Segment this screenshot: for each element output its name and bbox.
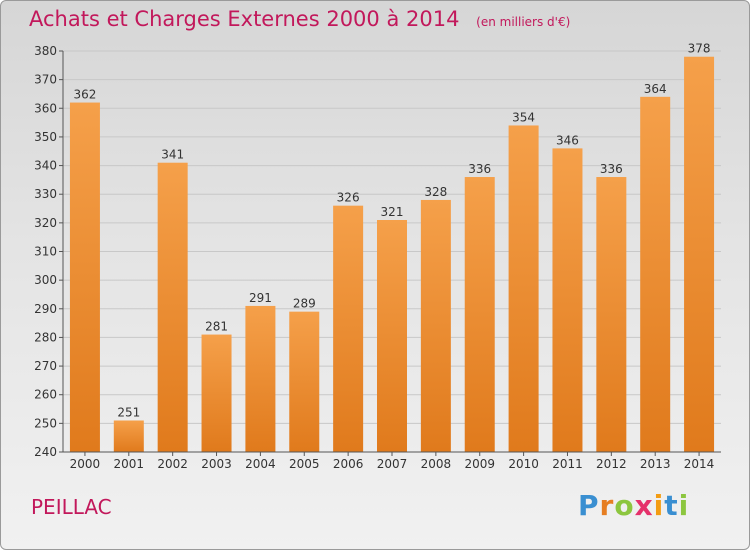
bar xyxy=(289,311,320,452)
data-label: 336 xyxy=(468,162,491,176)
x-tick-label: 2011 xyxy=(552,457,583,471)
x-tick-label: 2000 xyxy=(70,457,101,471)
y-tick-label: 280 xyxy=(34,330,57,344)
logo-letter: t xyxy=(664,489,679,522)
bar xyxy=(640,96,671,452)
bar xyxy=(333,205,364,452)
y-tick-label: 360 xyxy=(34,101,57,115)
y-tick-label: 270 xyxy=(34,359,57,373)
y-tick-label: 260 xyxy=(34,388,57,402)
data-label: 251 xyxy=(117,405,140,419)
x-tick-label: 2005 xyxy=(289,457,320,471)
bar xyxy=(420,199,451,452)
x-tick-label: 2010 xyxy=(508,457,539,471)
logo-letter: o xyxy=(614,489,635,522)
y-tick-label: 290 xyxy=(34,302,57,316)
data-label: 291 xyxy=(249,291,272,305)
chart-title-text: Achats et Charges Externes 2000 à 2014 xyxy=(29,7,460,31)
logo-letter: i xyxy=(678,489,690,522)
x-tick-label: 2014 xyxy=(684,457,715,471)
x-tick-label: 2012 xyxy=(596,457,627,471)
data-label: 354 xyxy=(512,110,535,124)
bar xyxy=(684,56,715,452)
data-label: 281 xyxy=(205,320,228,334)
chart-unit: (en milliers d'€) xyxy=(476,15,571,29)
bar xyxy=(552,148,583,452)
x-tick-label: 2008 xyxy=(421,457,452,471)
data-label: 326 xyxy=(337,191,360,205)
logo-letter: i xyxy=(653,489,665,522)
x-tick-label: 2004 xyxy=(245,457,276,471)
y-tick-label: 250 xyxy=(34,416,57,430)
x-tick-label: 2009 xyxy=(464,457,495,471)
proxiti-logo: Proxiti xyxy=(578,489,689,522)
data-label: 362 xyxy=(73,88,96,102)
y-tick-label: 240 xyxy=(34,445,57,459)
x-tick-label: 2003 xyxy=(201,457,232,471)
y-tick-label: 310 xyxy=(34,245,57,259)
bar xyxy=(377,219,407,452)
x-tick-label: 2006 xyxy=(333,457,364,471)
logo-letter: P xyxy=(578,489,600,522)
bar xyxy=(69,102,100,453)
y-tick-label: 300 xyxy=(34,273,57,287)
data-label: 321 xyxy=(381,205,404,219)
x-tick-label: 2007 xyxy=(377,457,408,471)
bar xyxy=(157,162,188,452)
y-tick-label: 380 xyxy=(34,44,57,58)
x-tick-label: 2002 xyxy=(157,457,188,471)
y-tick-label: 330 xyxy=(34,187,57,201)
y-tick-label: 370 xyxy=(34,73,57,87)
data-label: 378 xyxy=(688,42,711,56)
logo-letter: x xyxy=(634,489,654,522)
y-tick-label: 320 xyxy=(34,216,57,230)
data-label: 341 xyxy=(161,148,184,162)
bar xyxy=(464,177,495,452)
bar xyxy=(245,305,276,452)
y-tick-label: 350 xyxy=(34,130,57,144)
data-label: 328 xyxy=(424,185,447,199)
x-tick-label: 2013 xyxy=(640,457,671,471)
data-label: 346 xyxy=(556,133,579,147)
logo-letter: r xyxy=(599,489,615,522)
commune-name: PEILLAC xyxy=(31,495,112,519)
y-tick-label: 340 xyxy=(34,159,57,173)
x-tick-label: 2001 xyxy=(114,457,145,471)
bar xyxy=(508,125,539,452)
bar xyxy=(596,177,627,452)
data-label: 364 xyxy=(644,82,667,96)
bar xyxy=(201,334,232,452)
data-label: 336 xyxy=(600,162,623,176)
bar xyxy=(113,420,144,452)
chart-title: Achats et Charges Externes 2000 à 2014 (… xyxy=(29,7,570,31)
data-label: 289 xyxy=(293,297,316,311)
